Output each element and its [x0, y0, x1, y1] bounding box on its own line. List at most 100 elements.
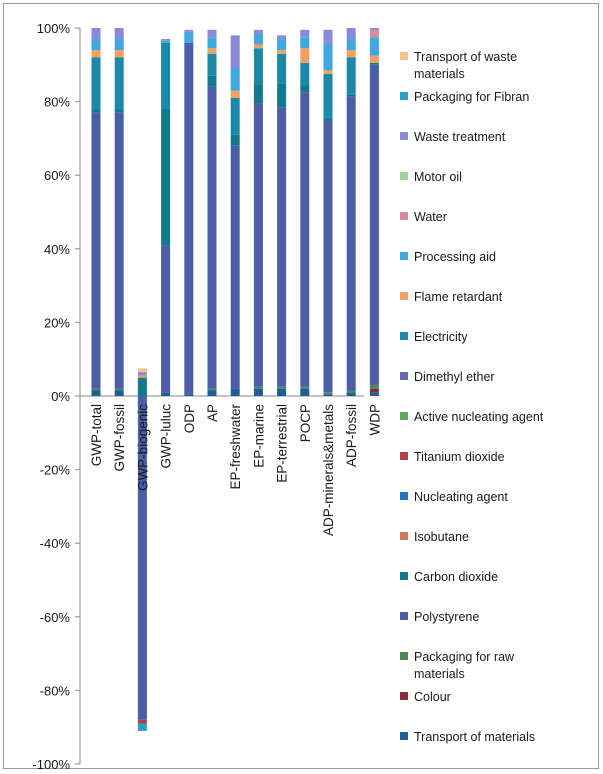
bar-segment	[114, 57, 124, 109]
y-tick-label: 0%	[51, 389, 70, 404]
bar-stack-ODP	[184, 29, 194, 396]
x-tick-label: GWP-total	[89, 404, 104, 466]
bar-stack-GWP-total	[91, 28, 101, 396]
bar-segment	[230, 68, 240, 91]
bar-segment	[137, 377, 147, 396]
legend-label: Isobutane	[414, 530, 469, 544]
bar-segment	[300, 92, 310, 387]
x-tick-label: ODP	[182, 404, 197, 433]
bar-segment	[346, 390, 356, 393]
bar-segment	[346, 96, 356, 391]
y-axis: 100% 80% 60% 40% 20% 0% -20% -40% -60% -80% -100%	[32, 21, 364, 770]
bar-segment	[277, 386, 287, 389]
bar-segment	[323, 70, 333, 74]
legend-item: Titanium dioxide	[400, 450, 505, 464]
bar-segment	[369, 388, 379, 393]
legend-swatch	[400, 92, 408, 100]
legend-swatch	[400, 532, 408, 540]
bar-stack-EP-marine	[253, 29, 263, 396]
bar-segment	[207, 48, 217, 54]
legend-item: Nucleating agent	[400, 490, 508, 504]
legend-item: Waste treatment	[400, 130, 506, 144]
bar-stack-ADP-fossil	[346, 28, 356, 396]
legend-item: Dimethyl ether	[400, 370, 495, 384]
legend-item: Colour	[400, 690, 451, 704]
y-tick-label: 80%	[44, 95, 70, 110]
x-tick-label: AP	[205, 404, 220, 422]
bar-segment	[184, 29, 194, 32]
legend-label: Electricity	[414, 330, 468, 344]
bar-segment	[207, 86, 217, 389]
bar-segment	[91, 112, 101, 389]
bar-segment	[277, 35, 287, 40]
legend-label: Titanium dioxide	[414, 450, 505, 464]
x-tick-label: ADP-minerals&metals	[321, 404, 336, 536]
legend-item: Motor oil	[400, 170, 462, 184]
legend-swatch	[400, 292, 408, 300]
bar-stack-WDP	[369, 28, 379, 396]
bar-stack-GWP-biogenic	[137, 368, 147, 731]
bar-segment	[114, 112, 124, 389]
legend-item: Packaging for raw materials	[400, 650, 515, 681]
bar-segment	[277, 50, 287, 54]
legend-item: Flame retardant	[400, 290, 503, 304]
bar-segment	[91, 388, 101, 391]
bar-segment	[323, 44, 333, 71]
bar-segment	[161, 392, 171, 396]
legend-swatch	[400, 612, 408, 620]
legend-label: Processing aid	[414, 250, 496, 264]
bar-segment	[91, 39, 101, 51]
bar-segment	[207, 53, 217, 76]
bar-segment	[277, 388, 287, 396]
bar-segment	[207, 37, 217, 49]
bar-segment	[277, 39, 287, 51]
bar-segment	[91, 108, 101, 113]
bar-segment	[137, 719, 147, 724]
legend-label: Nucleating agent	[414, 490, 508, 504]
legend: Transport of waste materials Packaging for…	[400, 50, 544, 744]
legend-item: Water	[400, 210, 447, 224]
x-tick-label: GWP-fossil	[112, 404, 127, 472]
legend-label: Packaging for Fibran	[414, 90, 529, 104]
chart-frame: 100% 80% 60% 40% 20% 0% -20% -40% -60% -80% -100% …	[3, 3, 599, 770]
bar-segment	[369, 392, 379, 396]
legend-swatch	[400, 692, 408, 700]
legend-label: Transport of waste materials	[414, 50, 517, 81]
bar-segment	[253, 48, 263, 86]
bar-segment	[346, 392, 356, 396]
bar-segment	[230, 134, 240, 146]
legend-swatch	[400, 372, 408, 380]
bar-segment	[300, 62, 310, 86]
bar-segment	[114, 388, 124, 391]
legend-label: Carbon dioxide	[414, 570, 498, 584]
y-tick-label: 60%	[44, 168, 70, 183]
legend-swatch	[400, 332, 408, 340]
bar-segment	[207, 29, 217, 38]
bar-stack-EP-freshwater	[230, 35, 240, 396]
y-tick-label: -20%	[40, 463, 71, 478]
stacked-bar-chart: 100%80%60%40%20%0%-20%-40%-60%-80%-100% …	[32, 21, 544, 770]
bar-segment	[300, 85, 310, 93]
bar-segment	[161, 39, 171, 41]
bar-segment	[230, 90, 240, 98]
bar-segment	[323, 118, 333, 120]
legend-item: Polystyrene	[400, 610, 479, 624]
bar-stack-POCP	[300, 29, 310, 396]
bar-segment	[369, 29, 379, 38]
legend-label: Water	[414, 210, 447, 224]
bar-segment	[369, 384, 379, 389]
legend-label: Flame retardant	[414, 290, 503, 304]
x-tick-label: POCP	[298, 404, 313, 442]
y-tick-label: -60%	[40, 610, 71, 625]
bar-segment	[300, 29, 310, 38]
bar-segment	[207, 390, 217, 396]
bar-segment	[161, 245, 171, 393]
legend-label: Dimethyl ether	[414, 370, 495, 384]
legend-label: Transport of materials	[414, 730, 535, 744]
bar-segment	[346, 28, 356, 40]
bar-segment	[277, 83, 287, 108]
bar-segment	[369, 55, 379, 63]
x-axis-labels: GWP-total GWP-fossil GWP-biogenic GWP-luluc…	[89, 403, 382, 536]
bar-segment	[253, 388, 263, 396]
y-tick-label: 100%	[37, 21, 71, 36]
